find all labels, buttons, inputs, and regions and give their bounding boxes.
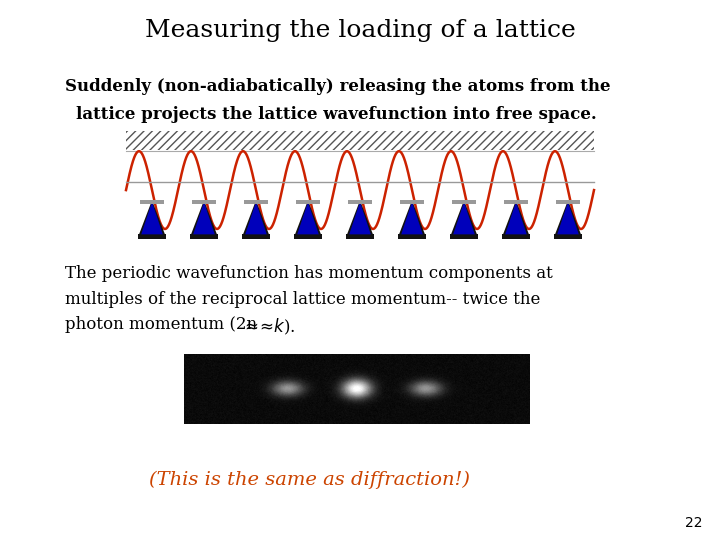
Polygon shape <box>505 202 527 234</box>
Polygon shape <box>191 200 217 234</box>
Bar <box>126 131 594 150</box>
Bar <box>140 200 164 204</box>
Polygon shape <box>399 200 425 234</box>
Polygon shape <box>243 234 270 239</box>
Text: Suddenly (non-adiabatically) releasing the atoms from the: Suddenly (non-adiabatically) releasing t… <box>65 78 611 95</box>
Polygon shape <box>450 234 477 239</box>
Polygon shape <box>193 202 215 234</box>
Polygon shape <box>554 234 582 239</box>
Text: photon momentum (2n: photon momentum (2n <box>65 316 257 333</box>
Polygon shape <box>453 202 474 234</box>
Polygon shape <box>295 200 321 234</box>
Polygon shape <box>347 200 373 234</box>
Bar <box>504 200 528 204</box>
Polygon shape <box>557 202 579 234</box>
Polygon shape <box>349 202 371 234</box>
Text: The periodic wavefunction has momentum components at: The periodic wavefunction has momentum c… <box>65 265 552 281</box>
Bar <box>296 200 320 204</box>
Polygon shape <box>243 200 269 234</box>
Text: $\approx\!\!\approx\!k$).: $\approx\!\!\approx\!k$). <box>241 316 296 337</box>
Bar <box>556 200 580 204</box>
Polygon shape <box>139 200 165 234</box>
Polygon shape <box>401 202 423 234</box>
Bar <box>400 200 424 204</box>
Text: Measuring the loading of a lattice: Measuring the loading of a lattice <box>145 19 575 42</box>
Polygon shape <box>503 234 530 239</box>
Polygon shape <box>297 202 319 234</box>
Polygon shape <box>190 234 217 239</box>
Polygon shape <box>451 200 477 234</box>
Polygon shape <box>503 200 529 234</box>
Polygon shape <box>246 202 267 234</box>
Bar <box>452 200 476 204</box>
Bar <box>244 200 268 204</box>
Polygon shape <box>141 202 163 234</box>
Text: lattice projects the lattice wavefunction into free space.: lattice projects the lattice wavefunctio… <box>76 106 596 123</box>
Polygon shape <box>294 234 322 239</box>
Polygon shape <box>138 234 166 239</box>
Bar <box>348 200 372 204</box>
Text: multiples of the reciprocal lattice momentum-- twice the: multiples of the reciprocal lattice mome… <box>65 291 540 307</box>
Text: 22: 22 <box>685 516 702 530</box>
Polygon shape <box>346 234 374 239</box>
Bar <box>192 200 216 204</box>
Text: (This is the same as diffraction!): (This is the same as diffraction!) <box>149 470 470 489</box>
Polygon shape <box>398 234 426 239</box>
Polygon shape <box>555 200 581 234</box>
